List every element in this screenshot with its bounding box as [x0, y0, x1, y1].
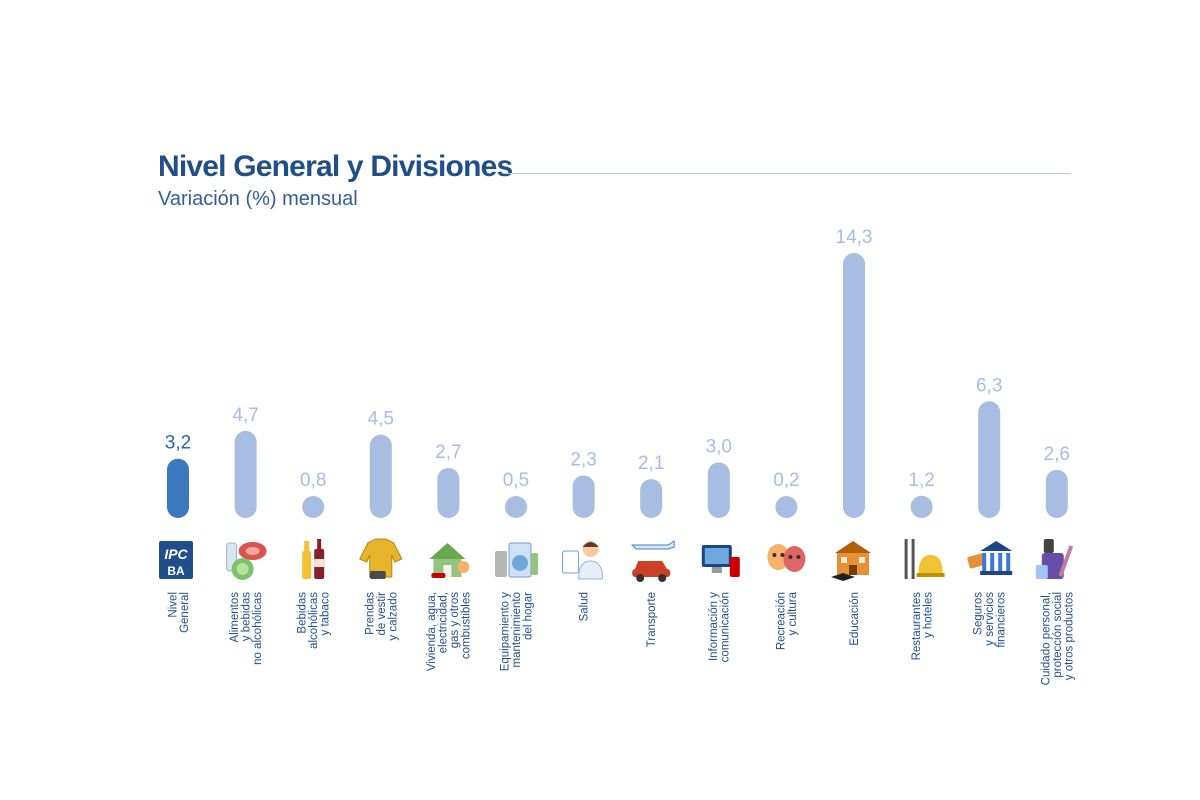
car-plane-icon [630, 540, 675, 582]
bar-value-label: 4,5 [368, 409, 394, 430]
bar-value-label: 1,2 [908, 470, 934, 491]
bar-value-label: 2,6 [1044, 444, 1070, 465]
category-label-line: combustibles [461, 592, 473, 659]
bar [978, 401, 1001, 518]
bar [437, 467, 460, 518]
category-label-line: Salud [579, 592, 591, 621]
category-label-line: mantenimiento [511, 592, 523, 667]
chart-subtitle: Variación (%) mensual [158, 188, 358, 210]
bar-value-label: 0,8 [300, 470, 326, 491]
category-label: Nivel General [167, 592, 191, 633]
category-label: Información y comunicación [708, 592, 732, 663]
bar [167, 458, 189, 518]
devices-icon [701, 545, 740, 577]
category-label-line: Restaurantes [911, 592, 923, 661]
school-icon [831, 541, 871, 581]
category-label-line: Vivienda, agua, [426, 592, 438, 671]
bar-value-label: 0,5 [503, 470, 529, 491]
category-label-line: Cuidado personal, [1040, 592, 1052, 685]
category-label-line: de vestir [376, 592, 388, 636]
category-label-line: y cultura [787, 591, 799, 635]
title-rule [503, 173, 1071, 174]
category-label: Transporte [646, 592, 658, 647]
category-label-line: financieros [996, 592, 1008, 648]
bar-value-label: 2,7 [435, 442, 461, 463]
category-label: Recreación y cultura [776, 591, 800, 650]
category-label-line: protección social [1052, 592, 1064, 678]
bar-value-label: 2,1 [638, 453, 664, 474]
restaurant-icon [904, 539, 945, 579]
category-label: Restaurantes y hoteles [911, 592, 935, 661]
bar [302, 496, 325, 518]
category-label: Vivienda, agua, electricidad, gas y otros c… [426, 592, 473, 671]
bar [572, 475, 595, 518]
category-label-line: y servicios [984, 592, 996, 646]
category-label-line: Nivel [167, 592, 179, 618]
category-label-line: del hogar [523, 592, 535, 640]
category-label-line: y calzado [387, 592, 399, 641]
category-label: Bebidas alcohólicas y tabaco [297, 592, 332, 649]
bar [775, 496, 798, 518]
appliances-icon [495, 542, 538, 578]
category-label-line: Alimentos [229, 592, 241, 643]
bar [640, 479, 663, 518]
bottles-icon [302, 539, 325, 579]
bar-value-label: 6,3 [976, 375, 1002, 396]
svg-text:IPC: IPC [164, 546, 188, 562]
category-label: Seguros y servicios financieros [973, 592, 1008, 648]
category-label-line: Bebidas [297, 592, 309, 634]
bar [369, 434, 392, 518]
food-icon [226, 542, 267, 580]
bar-value-label: 3,0 [706, 436, 732, 457]
personal-care-icon [1035, 539, 1074, 579]
theater-masks-icon [767, 544, 806, 572]
category-label: Equipamiento y mantenimiento del hogar [500, 592, 535, 672]
category-label-line: electricidad, [438, 592, 450, 653]
bar-value-label: 0,2 [773, 470, 799, 491]
category-label-line: y otros productos [1063, 592, 1075, 680]
category-label: Cuidado personal, protección social y otro… [1040, 592, 1075, 686]
category-label-line: y bebidas [241, 592, 253, 641]
bar [910, 495, 933, 518]
ipc-ba-logo-icon: IPC BA [159, 541, 193, 579]
category-label-line: y hoteles [922, 592, 934, 638]
category-label-line: alcohólicas [308, 592, 320, 649]
svg-text:BA: BA [167, 564, 185, 578]
category-label: Salud [579, 592, 591, 621]
bar-value-label: 4,7 [232, 405, 258, 426]
category-label-line: no alcohólicas [252, 592, 264, 665]
category-label-line: Recreación [776, 592, 788, 650]
chart-title: Nivel General y Divisiones [158, 150, 513, 183]
house-icon [429, 543, 470, 578]
category-label-line: Información y [708, 592, 720, 661]
bar-value-label: 2,3 [570, 449, 596, 470]
bar [505, 496, 527, 518]
bar [1045, 469, 1068, 518]
category-label: Educación [849, 592, 861, 646]
bar [707, 462, 730, 518]
bank-icon [967, 541, 1013, 575]
category-label-line: Educación [849, 592, 861, 646]
doctor-icon [562, 541, 604, 580]
category-label-line: comunicación [720, 592, 732, 662]
bar-value-label: 3,2 [165, 433, 191, 454]
category-label-line: Equipamiento y [500, 592, 512, 672]
clothing-icon [359, 538, 403, 579]
category-label: Prendas de vestir y calzado [364, 592, 399, 641]
category-label-line: Transporte [646, 592, 658, 647]
bar [843, 253, 865, 518]
category-label-line: General [179, 592, 191, 633]
bar [234, 430, 257, 518]
category-label-line: gas y otros [449, 592, 461, 648]
category-label-line: Seguros [973, 592, 985, 635]
category-label-line: Prendas [364, 592, 376, 635]
category-label-line: y tabaco [320, 592, 332, 635]
bar-value-label: 14,3 [836, 227, 873, 248]
category-label: Alimentos y bebidas no alcohólicas [229, 592, 264, 665]
